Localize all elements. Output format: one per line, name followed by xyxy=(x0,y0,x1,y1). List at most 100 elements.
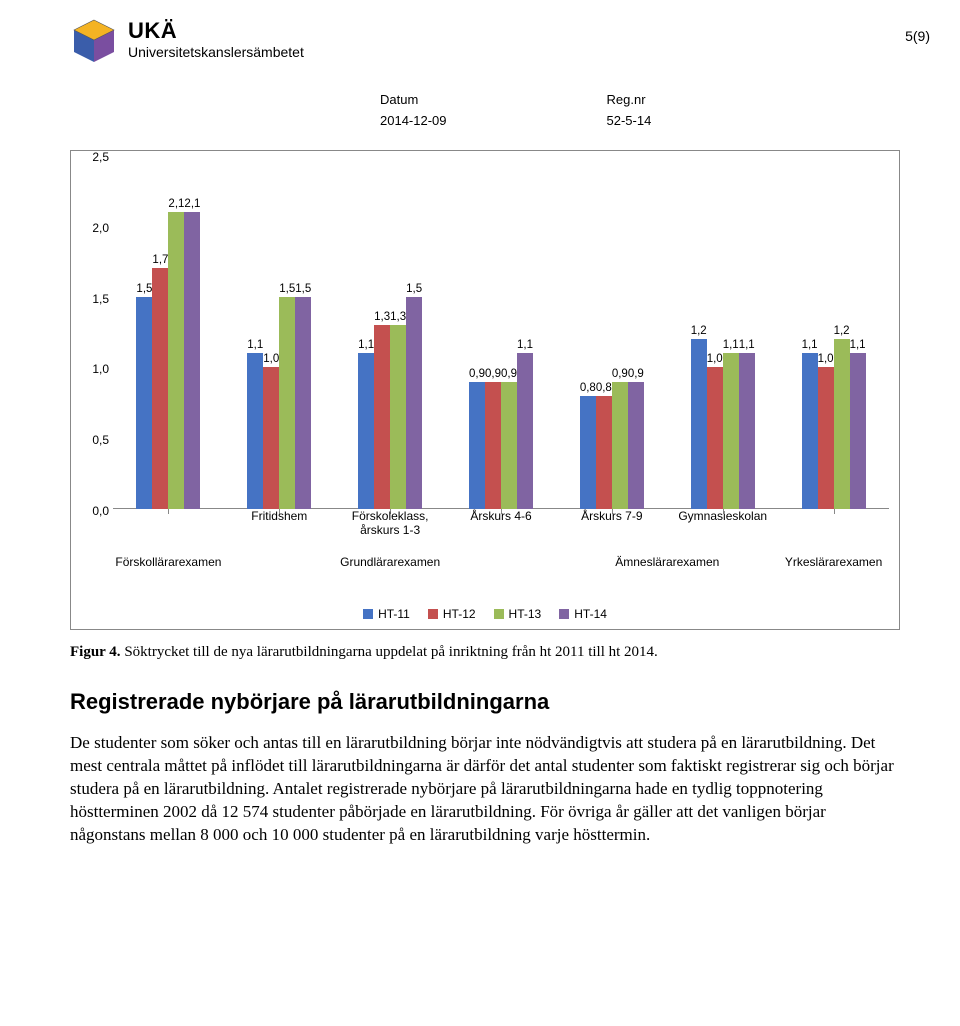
chart-bar xyxy=(596,396,612,509)
chart-legend-label: HT-14 xyxy=(574,607,607,621)
chart-category-label: Fritidshem xyxy=(251,509,307,523)
chart-bar xyxy=(279,297,295,509)
logo-block: UKÄ Universitetskanslersämbetet xyxy=(70,18,900,66)
chart-bar-value-label: 1,1 xyxy=(247,339,263,351)
chart-bar xyxy=(802,353,818,509)
chart-category-label: Förskoleklass,årskurs 1-3 xyxy=(352,509,429,537)
chart-bar-group: 1,11,0 1,51,5 xyxy=(224,157,335,509)
chart-bar-value-label: 1,0 xyxy=(263,353,279,365)
chart-bar xyxy=(247,353,263,509)
meta-regnr-label: Reg.nr xyxy=(607,92,652,107)
chart-bar-value-label: 1,7 xyxy=(152,254,168,266)
chart-plot-region: 0,00,51,01,52,02,51,51,72,12,11,11,01,51… xyxy=(113,157,889,509)
chart-bar-value-label: 1,3 xyxy=(390,311,406,323)
chart-bar-value-label: 1,1 xyxy=(517,339,533,351)
chart-legend-label: HT-12 xyxy=(443,607,476,621)
chart-bar xyxy=(136,297,152,509)
chart-bar-group: 1,51,72,12,1 xyxy=(113,157,224,509)
chart-legend-swatch-icon xyxy=(428,609,438,619)
figure-caption-number: Figur 4. xyxy=(70,644,121,660)
page-number: 5(9) xyxy=(905,28,930,44)
chart-bar xyxy=(517,353,533,509)
chart-legend-label: HT-11 xyxy=(378,607,410,621)
chart-group-label: Ämneslärarexamen xyxy=(615,555,719,569)
chart-group-label: Grundlärarexamen xyxy=(340,555,440,569)
chart-bar-value-label: 1,2 xyxy=(691,325,707,337)
chart-group-label: Förskollärarexamen xyxy=(115,555,221,569)
chart-y-tick: 1,0 xyxy=(79,362,109,376)
chart-bar xyxy=(834,339,850,509)
meta-datum: Datum 2014-12-09 xyxy=(380,92,447,128)
chart-bar xyxy=(390,325,406,509)
chart-bar-value-label: 1,5 xyxy=(279,283,295,295)
chart-bar xyxy=(739,353,755,509)
chart-bar-value-label: 0,9 xyxy=(501,368,517,380)
chart-bar-value-label: 1,3 xyxy=(374,311,390,323)
chart-bar xyxy=(374,325,390,509)
chart-category-labels: Fritidshem Förskoleklass,årskurs 1-3 Årsku… xyxy=(113,509,889,537)
chart-bar-value-label: 0,9 xyxy=(485,368,501,380)
chart-bar-value-label: 1,5 xyxy=(295,283,311,295)
chart-bar-value-label: 0,8 xyxy=(596,382,612,394)
chart-bar xyxy=(580,396,596,509)
chart-bar-value-label: 1,1 xyxy=(850,339,866,351)
chart-legend: HT-11 HT-12 HT-13 HT-14 xyxy=(71,607,899,621)
chart-category-label: Gymnasieskolan xyxy=(678,509,767,523)
chart-category-label: Årskurs 7-9 xyxy=(581,509,642,523)
chart-bar-value-label: 1,1 xyxy=(723,339,739,351)
chart-bar-value-label: 1,0 xyxy=(707,353,723,365)
chart-bar xyxy=(612,382,628,509)
bar-chart: 0,00,51,01,52,02,51,51,72,12,11,11,01,51… xyxy=(70,150,900,630)
chart-legend-swatch-icon xyxy=(494,609,504,619)
chart-bar xyxy=(818,367,834,509)
chart-y-tick: 1,5 xyxy=(79,292,109,306)
chart-y-tick: 0,5 xyxy=(79,433,109,447)
chart-bar-group: 1,11,01,21,1 xyxy=(778,157,889,509)
uka-cube-logo-icon xyxy=(70,18,118,66)
logo-text: UKÄ Universitetskanslersämbetet xyxy=(128,18,304,60)
meta-regnr-value: 52-5-14 xyxy=(607,113,652,128)
chart-bar-value-label: 1,0 xyxy=(818,353,834,365)
chart-y-tick: 2,0 xyxy=(79,221,109,235)
chart-bar-value-label: 1,1 xyxy=(739,339,755,351)
chart-bar xyxy=(184,212,200,509)
chart-legend-label: HT-13 xyxy=(509,607,542,621)
meta-regnr: Reg.nr 52-5-14 xyxy=(607,92,652,128)
chart-bar xyxy=(263,367,279,509)
chart-bar-value-label: 2,1 xyxy=(184,198,200,210)
chart-bar-group: 0,90,90,91,1 xyxy=(446,157,557,509)
chart-legend-swatch-icon xyxy=(559,609,569,619)
figure-caption-text: Söktrycket till de nya lärarutbildningar… xyxy=(121,644,658,660)
chart-legend-swatch-icon xyxy=(363,609,373,619)
chart-legend-item: HT-12 xyxy=(428,607,476,621)
chart-bar xyxy=(168,212,184,509)
brand-subtitle: Universitetskanslersämbetet xyxy=(128,44,304,60)
chart-legend-item: HT-14 xyxy=(559,607,607,621)
chart-bar xyxy=(406,297,422,509)
chart-bar-group: 1,21,01,11,1 xyxy=(667,157,778,509)
chart-y-tick: 2,5 xyxy=(79,150,109,164)
meta-datum-label: Datum xyxy=(380,92,447,107)
chart-bar xyxy=(469,382,485,509)
chart-bar-value-label: 0,9 xyxy=(628,368,644,380)
chart-bar xyxy=(358,353,374,509)
document-page: UKÄ Universitetskanslersämbetet 5(9) Dat… xyxy=(0,0,960,1026)
chart-bar-value-label: 1,5 xyxy=(406,283,422,295)
chart-bar-group: 0,80,80,90,9 xyxy=(556,157,667,509)
document-meta: Datum 2014-12-09 Reg.nr 52-5-14 xyxy=(380,92,900,128)
chart-bar xyxy=(707,367,723,509)
section-title: Registrerade nybörjare på lärarutbildnin… xyxy=(70,689,900,715)
chart-y-tick: 0,0 xyxy=(79,504,109,518)
body-paragraph: De studenter som söker och antas till en… xyxy=(70,732,900,847)
chart-category-label: Årskurs 4-6 xyxy=(470,509,531,523)
figure-caption: Figur 4. Söktrycket till de nya lärarutb… xyxy=(70,644,900,661)
chart-bar-value-label: 2,1 xyxy=(168,198,184,210)
meta-datum-value: 2014-12-09 xyxy=(380,113,447,128)
chart-bar xyxy=(152,268,168,509)
chart-group-label: Yrkeslärarexamen xyxy=(785,555,882,569)
chart-bar xyxy=(485,382,501,509)
chart-bar xyxy=(628,382,644,509)
chart-bar-value-label: 0,8 xyxy=(580,382,596,394)
chart-bar-value-label: 1,2 xyxy=(834,325,850,337)
chart-bar xyxy=(295,297,311,509)
